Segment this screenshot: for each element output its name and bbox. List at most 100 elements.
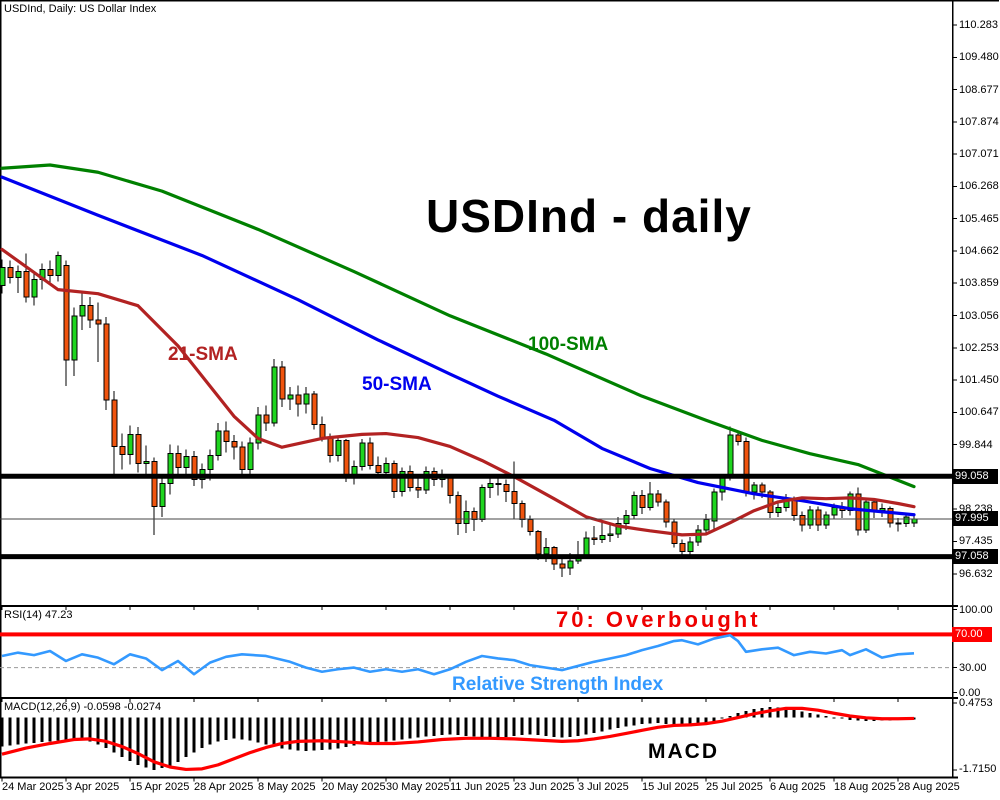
price-axis[interactable] [952,0,1000,778]
price-tick-label: 107.071 [959,148,999,161]
symbol-timeframe-label: USDInd, Daily: US Dollar Index [4,3,157,15]
axis-ticks [1,24,957,782]
price-tick-label: 96.632 [959,567,993,580]
candle-body [695,529,702,543]
macd-bar [152,717,156,770]
100-sma-line [0,163,916,489]
50-sma-line [0,175,916,517]
macd-bar [288,717,292,750]
candle-body [639,494,646,509]
candle-body [31,279,38,298]
candle-body [359,442,366,468]
macd-tick-label: 0.4753 [959,697,993,709]
candle-body [319,423,326,439]
candle-body [655,493,662,503]
price-tick-label: 101.450 [959,374,999,387]
macd-bar [672,717,676,726]
candle-body [71,315,78,361]
macd-bar [472,717,476,737]
candle-body [207,454,214,471]
candle-body [519,503,526,521]
date-label: 30 May 2025 [386,781,450,793]
macd-bar [0,717,4,747]
candle-body [191,455,198,480]
candle-body [167,453,174,484]
sma21-label: 21-SMA [168,344,238,365]
macd-bar [56,717,60,741]
macd-bar [336,717,340,749]
overbought-annotation: 70: Overbought [556,607,761,632]
candle-body [799,515,806,526]
macd-bar [376,717,380,743]
candle-body [615,523,622,535]
macd-bar [80,717,84,741]
macd-bar [328,717,332,750]
candle-body [95,319,102,325]
date-label: 25 Jul 2025 [706,781,763,793]
macd-bar [552,717,556,737]
macd-bar [480,717,484,737]
candle-body [263,414,270,424]
macd-bar [664,717,668,725]
candle-body [375,465,382,474]
macd-bar [640,717,644,725]
candle-body [183,455,190,468]
candle-body [311,393,318,425]
candle-body [231,441,238,448]
candle-body [727,434,734,479]
rsi-line [1,633,915,676]
rsi-indicator-label: RSI(14) 47.23 [4,609,73,621]
macd-bar [456,717,460,736]
macd-bar [120,717,124,758]
macd-bar [776,707,780,718]
macd-bar [528,717,532,735]
candle-body [895,522,902,525]
macd-bar [848,717,852,720]
candle-body [719,477,726,493]
macd-bar [600,717,604,732]
candle-body [455,494,462,525]
macd-bar [856,717,860,721]
candle-body [463,511,470,525]
candle-body [247,442,254,471]
rsi-tick-label: 30.00 [959,661,987,674]
macd-bar [72,717,76,739]
candle-body [503,484,510,492]
candle-body [127,433,134,455]
macd-histogram [0,706,916,770]
macd-bar [256,717,260,743]
rsi-level-tag: 70.00 [952,626,992,642]
macd-bar [360,717,364,745]
macd-bar [320,717,324,751]
sma50-label: 50-SMA [362,374,432,395]
candle-body [591,537,598,541]
macd-bar [32,717,36,743]
macd-bar [240,717,244,740]
candle-body [287,394,294,400]
time-axis[interactable] [0,778,952,800]
support-resistance-line [0,554,952,560]
rsi-tick-label: 100.00 [959,603,993,616]
price-tick-label: 102.253 [959,341,999,354]
candle-body [399,470,406,492]
macd-bar [488,717,492,738]
macd-bar [208,717,212,745]
candle-body [663,501,670,523]
macd-bar [392,717,396,741]
price-tick-label: 104.662 [959,244,999,257]
price-level-tag: 97.995 [952,511,998,527]
candle-body [279,366,286,400]
candle-body [527,519,534,533]
macd-tick-label: -1.7150 [959,763,997,775]
macd-bar [504,717,508,737]
macd-bar [224,717,228,740]
macd-bar [448,717,452,735]
date-label: 8 May 2025 [258,781,316,793]
candle-body [255,414,262,444]
macd-bar [40,717,44,743]
macd-bar [816,714,820,718]
candle-body [847,493,854,512]
candle-body [751,484,758,493]
candle-body [15,271,22,279]
